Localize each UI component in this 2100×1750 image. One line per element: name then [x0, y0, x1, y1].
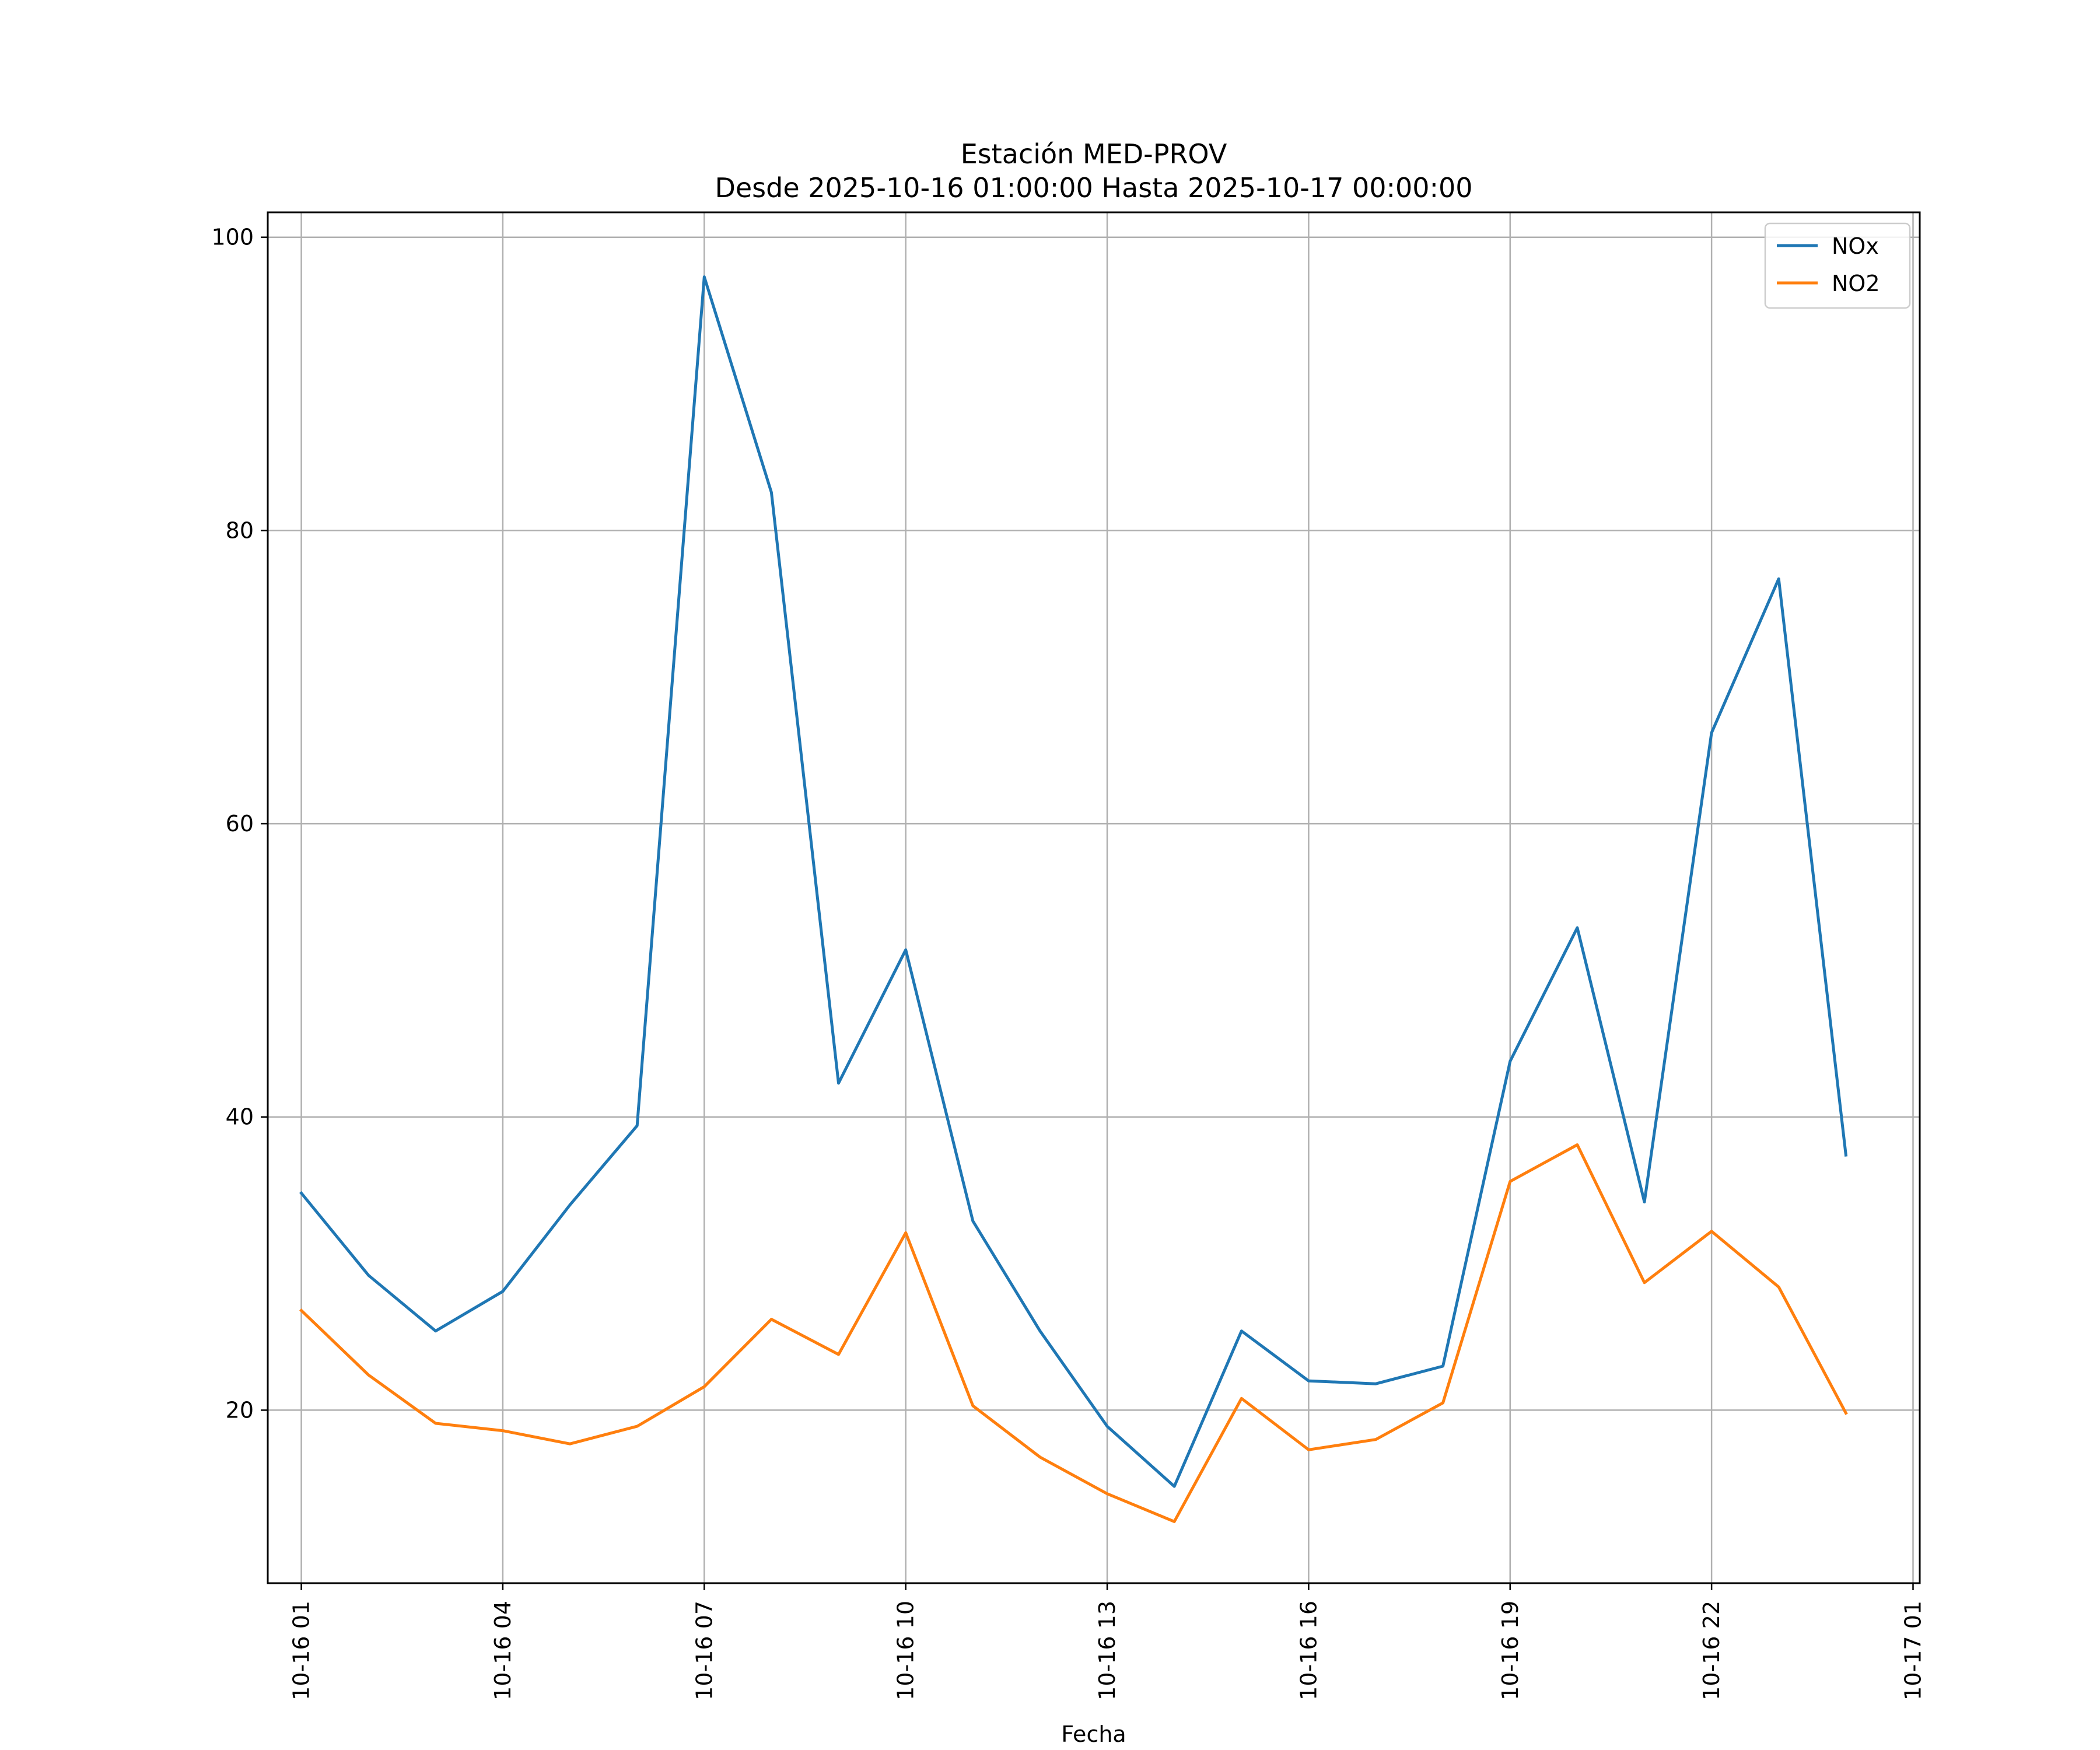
x-tick-label: 10-16 16 — [1296, 1601, 1321, 1700]
legend-label-no2: NO2 — [1832, 271, 1880, 296]
legend: NOx NO2 — [1764, 222, 1911, 309]
x-tick-label: 10-16 04 — [490, 1601, 516, 1700]
x-tick-label: 10-16 22 — [1699, 1601, 1724, 1700]
plot-frame — [267, 211, 1921, 1584]
x-tick-label: 10-16 19 — [1497, 1601, 1523, 1700]
legend-label-nox: NOx — [1832, 233, 1879, 259]
series-lines — [299, 275, 1848, 1523]
y-tick-label: 100 — [211, 225, 254, 250]
chart-title: Estación MED-PROV — [961, 138, 1227, 170]
chart-subtitle: Desde 2025-10-16 01:00:00 Hasta 2025-10-… — [715, 172, 1472, 204]
series-line-no2 — [299, 1143, 1848, 1523]
x-tick-label: 10-16 10 — [893, 1601, 919, 1700]
y-tick-label: 60 — [226, 811, 254, 836]
y-tick-label: 80 — [226, 517, 254, 543]
x-tick-label: 10-16 07 — [691, 1601, 717, 1700]
y-axis: 20 40 60 80 100 — [211, 225, 268, 1423]
x-axis: 10-16 01 10-16 04 10-16 07 10-16 10 10-16 13… — [289, 1583, 1926, 1700]
x-tick-label: 10-16 01 — [289, 1601, 314, 1700]
y-tick-label: 40 — [226, 1104, 254, 1130]
x-tick-label: 10-16 13 — [1094, 1601, 1120, 1700]
y-tick-label: 20 — [226, 1397, 254, 1423]
x-tick-label: 10-17 01 — [1900, 1601, 1926, 1700]
x-axis-label: Fecha — [1061, 1721, 1126, 1747]
series-line-nox — [299, 275, 1848, 1488]
grid — [268, 212, 1920, 1583]
